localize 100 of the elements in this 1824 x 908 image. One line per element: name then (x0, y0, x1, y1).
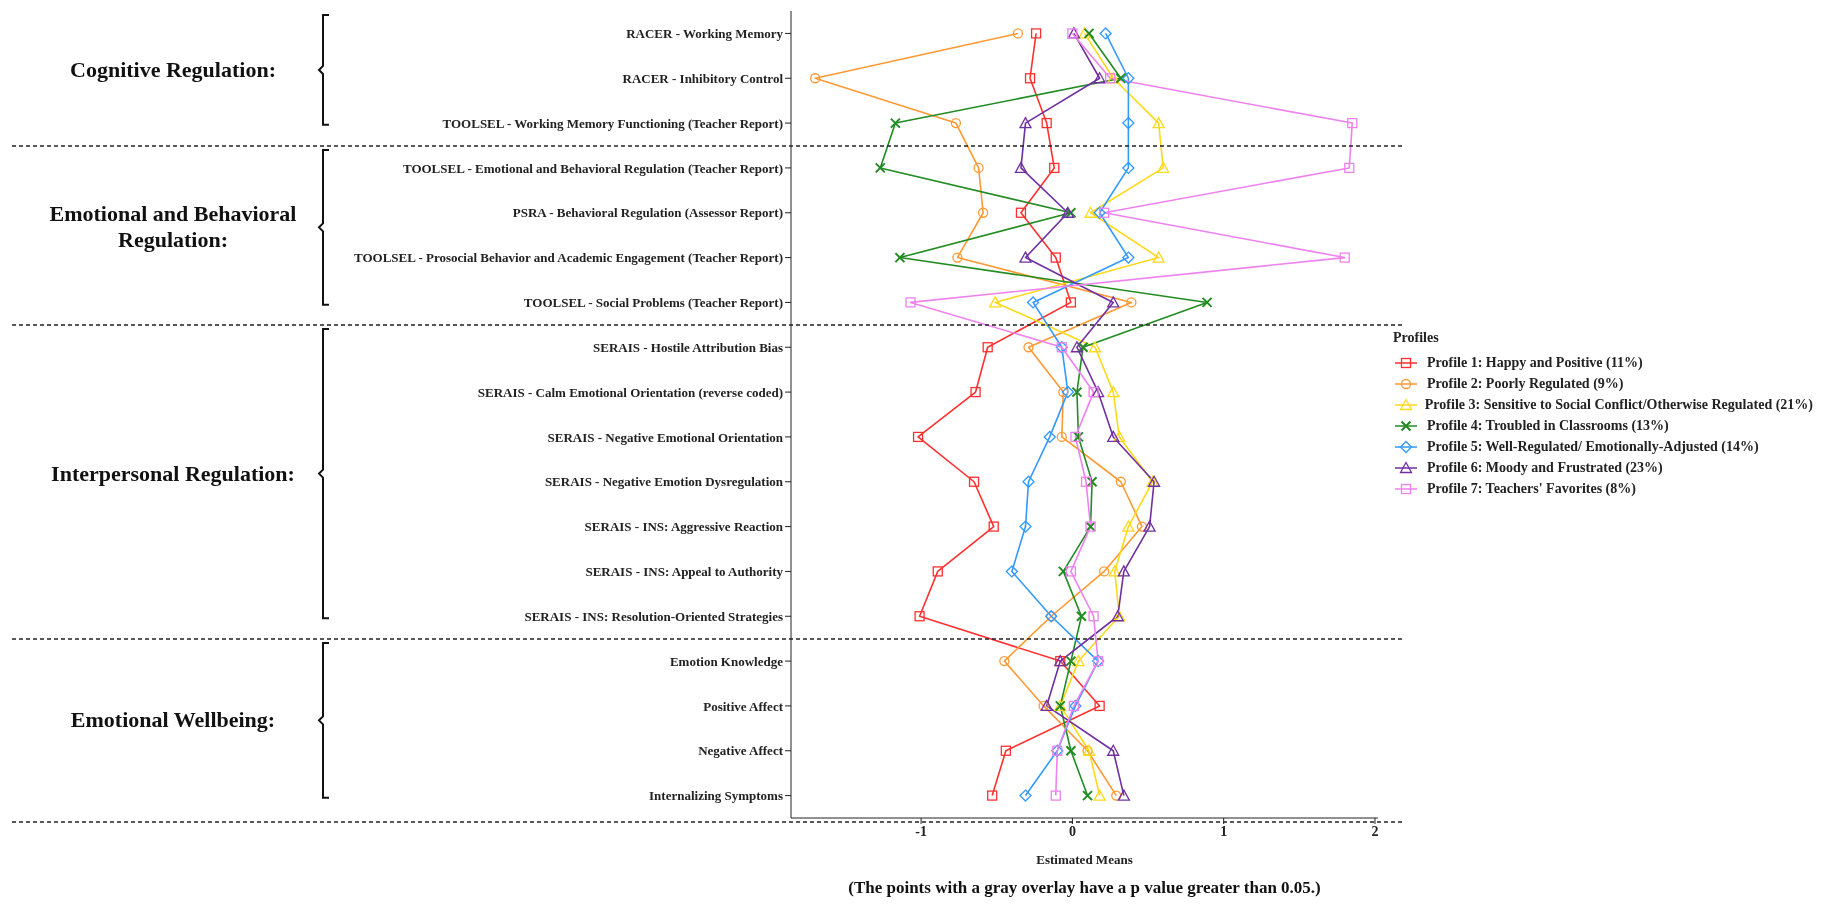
point (810, 73, 821, 84)
point (1014, 161, 1028, 174)
y-tick-label: Internalizing Symptoms (649, 788, 783, 804)
point (1084, 206, 1097, 218)
point (1091, 385, 1105, 398)
point (1019, 520, 1032, 533)
point (977, 207, 989, 218)
x-tick-label: -1 (915, 823, 927, 839)
point (1058, 386, 1069, 398)
point (1070, 341, 1084, 353)
y-tick-label: RACER - Working Memory (626, 26, 784, 42)
point (1111, 790, 1122, 801)
point (1065, 297, 1077, 308)
text: Interpersonal Regulation: (51, 460, 295, 487)
point (1152, 116, 1165, 129)
point (874, 162, 886, 174)
legend-label: Profile 1: Happy and Positive (11%) (1427, 354, 1643, 371)
point (1080, 476, 1092, 487)
point (1019, 251, 1032, 263)
point (889, 117, 901, 129)
point (968, 476, 980, 487)
point (1049, 162, 1060, 174)
x-tick-label: 1 (1220, 823, 1228, 839)
point (1061, 206, 1075, 218)
point (1344, 162, 1355, 174)
point (989, 296, 1002, 308)
point (1107, 72, 1120, 84)
y-tick-label: TOOLSEL - Emotional and Behavioral Regulation (Teacher Report) (402, 160, 783, 176)
point (932, 566, 943, 577)
point (1075, 610, 1087, 622)
text: Cognitive Regulation: (70, 57, 276, 84)
y-tick-label: RACER - Inhibitory Control (622, 70, 784, 86)
point (1093, 72, 1106, 84)
point (1057, 565, 1069, 577)
y-tick-label: PSRA - Behavioral Regulation (Assessor Report) (512, 205, 783, 221)
point (982, 342, 993, 353)
y-tick-label: Emotion Knowledge (669, 653, 784, 669)
point (1030, 28, 1042, 39)
point (1143, 520, 1156, 532)
point (1065, 655, 1077, 667)
point (1122, 161, 1135, 175)
point (1019, 116, 1032, 129)
point (987, 790, 998, 801)
point (1099, 207, 1110, 218)
point (1083, 27, 1095, 39)
point (1117, 565, 1130, 577)
y-tick-label: SERAIS - INS: Resolution-Oriented Strategies (524, 608, 783, 624)
point (1040, 699, 1053, 712)
point (1086, 476, 1098, 488)
legend-label: Profile 6: Moody and Frustrated (23%) (1427, 459, 1663, 476)
y-tick-label: SERAIS - Negative Emotional Orientation (547, 429, 784, 445)
point (1107, 385, 1120, 398)
point (1099, 27, 1112, 40)
point (1122, 116, 1135, 130)
point (912, 431, 924, 443)
point (1050, 790, 1061, 801)
y-tick-label: SERAIS - Negative Emotion Dysregulation (544, 474, 784, 490)
legend-label: Profile 7: Teachers' Favorites (8%) (1427, 480, 1636, 497)
point (1022, 475, 1035, 488)
point (1099, 566, 1110, 577)
point (1005, 565, 1019, 578)
point (1107, 744, 1120, 756)
y-tick-label: Negative Affect (698, 743, 784, 759)
point (1050, 252, 1061, 263)
text: Emotional and Behavioral Regulation: (48, 201, 298, 254)
point (894, 252, 906, 264)
point (1000, 745, 1011, 756)
point (970, 386, 981, 398)
point (1023, 342, 1034, 353)
point (1122, 72, 1135, 85)
point (1339, 252, 1350, 263)
point (1107, 430, 1120, 443)
y-tick-label: SERAIS - Hostile Attribution Bias (593, 339, 783, 355)
point (1065, 566, 1077, 577)
point (1126, 297, 1137, 308)
point (1088, 341, 1102, 353)
legend-label: Profile 2: Poorly Regulated (9%) (1427, 375, 1624, 392)
point (1107, 296, 1120, 308)
point (952, 252, 963, 263)
point (1043, 430, 1056, 444)
legend-title: Profiles (1393, 330, 1440, 346)
point (1105, 73, 1116, 84)
point (1024, 73, 1036, 84)
point (1077, 341, 1089, 353)
point (914, 611, 925, 622)
point (1015, 207, 1027, 218)
x-tick-label: 0 (1068, 823, 1076, 839)
y-tick-label: Positive Affect (703, 698, 784, 714)
point (1122, 520, 1135, 532)
legend-label: Profile 5: Well-Regulated/ Emotionally-Adjusted (14%) (1427, 438, 1759, 455)
point (1082, 790, 1094, 802)
point (1041, 117, 1052, 129)
point (1093, 206, 1106, 219)
point (1115, 476, 1126, 487)
point (1347, 117, 1358, 129)
point (1072, 654, 1085, 667)
point (1078, 27, 1091, 39)
point (1122, 251, 1135, 264)
point (1152, 251, 1165, 263)
point (1108, 565, 1121, 577)
